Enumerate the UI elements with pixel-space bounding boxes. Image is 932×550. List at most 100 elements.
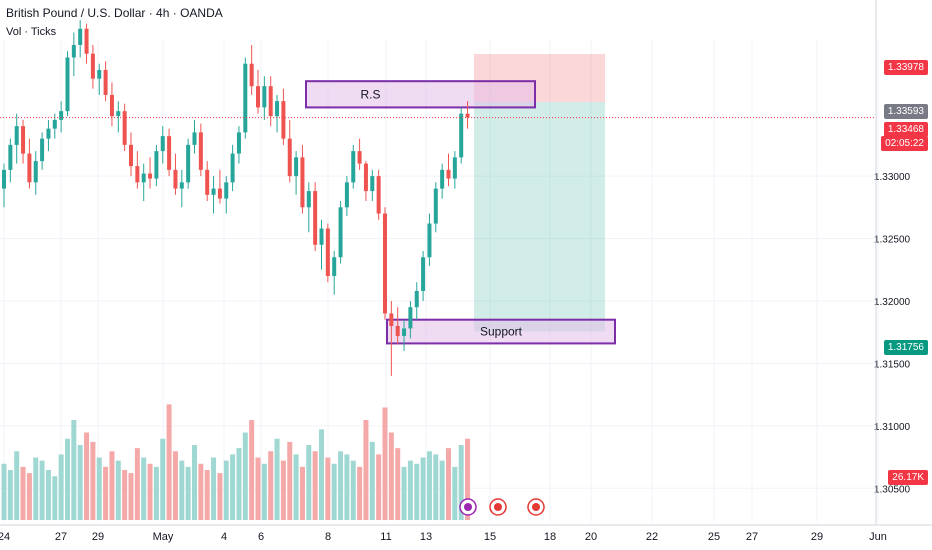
x-tick-label: 4 xyxy=(221,531,227,543)
grid xyxy=(0,40,879,522)
candle-body xyxy=(313,191,318,245)
volume-bar xyxy=(376,454,382,520)
x-tick-label: 22 xyxy=(646,531,658,543)
x-tick-label: 29 xyxy=(92,531,104,543)
candle-body xyxy=(300,157,305,208)
candle-body xyxy=(148,173,153,179)
volume-bar xyxy=(388,432,394,520)
volume-bar xyxy=(84,432,90,520)
candle-body xyxy=(376,176,381,214)
candle-body xyxy=(395,325,400,336)
volume-bar xyxy=(249,420,255,520)
lightning-icon-core xyxy=(464,503,472,511)
volume-bar xyxy=(223,460,229,520)
volume-bar xyxy=(103,466,109,520)
volume-bar xyxy=(217,473,223,520)
volume-bar xyxy=(7,470,13,520)
candle-body xyxy=(459,113,464,158)
volume-bar xyxy=(280,460,286,520)
take-profit-zone xyxy=(474,102,605,332)
candle-body xyxy=(103,69,108,95)
candle-body xyxy=(230,153,235,183)
zones[interactable]: R.S Support xyxy=(305,80,616,345)
candle-body xyxy=(97,69,102,79)
candle-body xyxy=(287,138,292,177)
candle-body xyxy=(217,188,222,199)
volume-bar xyxy=(363,420,369,520)
candle-body xyxy=(14,126,19,145)
volume-bar xyxy=(458,445,464,520)
x-tick-label: 25 xyxy=(708,531,720,543)
volume-bar xyxy=(299,466,305,520)
candle-body xyxy=(59,111,64,120)
volume-bar xyxy=(255,457,261,520)
candle-body xyxy=(363,163,368,192)
candle-body xyxy=(78,28,83,45)
candle-body xyxy=(338,207,343,258)
volume-bar xyxy=(20,466,26,520)
volume-bar xyxy=(446,448,451,520)
x-tick-label: May xyxy=(153,531,174,543)
volume-bar xyxy=(147,463,153,520)
volume-bar xyxy=(319,429,324,520)
candle-body xyxy=(2,169,6,189)
resistance-zone xyxy=(305,80,536,109)
candle-body xyxy=(357,151,362,164)
candle-body xyxy=(256,86,260,108)
volume-bar xyxy=(166,404,172,520)
volume-bar xyxy=(160,438,166,520)
volume-bar xyxy=(179,460,185,520)
candle-body xyxy=(135,166,140,183)
candle-body xyxy=(186,144,191,183)
event-icons[interactable] xyxy=(459,498,545,516)
volume-bar xyxy=(192,445,197,520)
volume-bar xyxy=(420,457,426,520)
candle-body xyxy=(46,128,51,139)
volume-bar xyxy=(39,460,45,520)
x-tick-label: 27 xyxy=(55,531,67,543)
entry-price-badge: 1.33593 xyxy=(883,104,928,119)
candle-body xyxy=(141,173,146,183)
volume-bar xyxy=(287,441,293,520)
x-tick-label: 24 xyxy=(0,531,10,543)
candle-body xyxy=(414,290,419,308)
resistance-zone-label: R.S xyxy=(360,87,380,101)
candle-body xyxy=(116,111,121,117)
candle-body xyxy=(211,188,216,195)
volume-bar xyxy=(357,466,363,520)
volume-bars xyxy=(1,404,471,520)
volume-bar xyxy=(71,420,77,520)
volume-bar xyxy=(128,473,134,520)
volume-bar xyxy=(274,438,280,520)
candle-body xyxy=(40,138,45,162)
candle-body xyxy=(27,153,32,183)
volume-bar xyxy=(465,438,471,520)
candle-body xyxy=(236,132,241,154)
volume-label: Vol · Ticks xyxy=(6,26,57,38)
volume-bar xyxy=(115,460,121,520)
candle-body xyxy=(167,136,172,170)
volume-bar xyxy=(198,463,204,520)
volume-bar xyxy=(172,451,178,520)
volume-bar xyxy=(401,466,407,520)
y-tick-label: 1.32000 xyxy=(874,297,911,308)
volume-bar xyxy=(325,457,331,520)
chart-title: British Pound / U.S. Dollar · 4h · OANDA xyxy=(6,6,223,20)
candle-body xyxy=(332,257,337,276)
volume-bar xyxy=(90,441,96,520)
support-price-badge: 1.31756 xyxy=(883,340,928,355)
candle-body xyxy=(465,113,470,118)
volume-bar xyxy=(185,466,191,520)
candle-body xyxy=(262,86,267,108)
volume-bar xyxy=(141,457,147,520)
candle-body xyxy=(224,182,229,199)
volume-bar xyxy=(122,470,128,520)
candle-body xyxy=(90,53,95,79)
y-tick-label: 1.30500 xyxy=(874,484,911,495)
volume-bar xyxy=(261,463,267,520)
candle-body xyxy=(389,313,394,326)
candle-body xyxy=(408,307,413,329)
candle-body xyxy=(52,119,57,129)
volume-bar xyxy=(293,454,299,520)
